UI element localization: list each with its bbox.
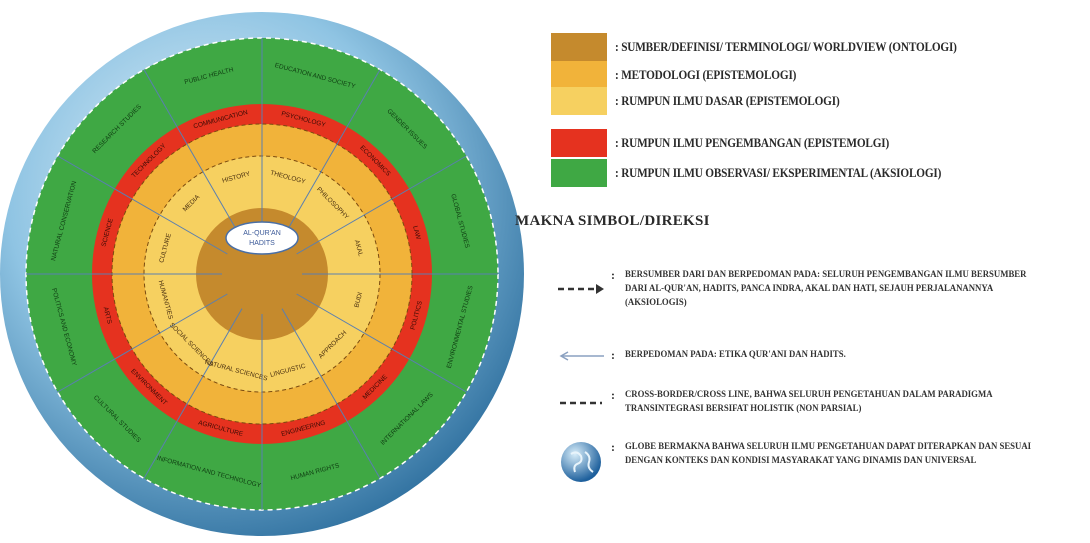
inner-ring-label: AKAL	[353, 239, 364, 257]
spoke-line	[281, 69, 381, 240]
red-ring-label: ARTS	[102, 306, 113, 325]
colon-mark: :	[611, 348, 615, 362]
dashed-line-icon	[551, 388, 611, 416]
core-label-ellipse	[225, 221, 299, 255]
legend-label-methodology: : METODOLOGI (EPISTEMOLOGI)	[615, 67, 797, 82]
diagram-svg: THEOLOGYPHILOSOPHYAKALBUDIAPPROACHLINGUI…	[0, 12, 524, 536]
legend-swatch-ontology	[551, 33, 607, 61]
legend-item-ontology: : SUMBER/DEFINISI/ TERMINOLOGI/ WORLDVIE…	[551, 32, 995, 62]
symbol-item-cross-border: : CROSS-BORDER/CROSS LINE, BAHWA SELURUH…	[551, 388, 1081, 416]
spoke-line	[143, 69, 243, 240]
colon-mark: :	[611, 388, 615, 402]
legend-label-basic-science: : RUMPUN ILMU DASAR (EPISTEMOLOGI)	[615, 93, 840, 108]
legend-swatch-basic-science	[551, 87, 607, 115]
dashed-arrow-icon	[551, 268, 611, 310]
spoke-line	[143, 308, 243, 479]
symbol-text-ethics: BERPEDOMAN PADA: ETIKA QUR'ANI DAN HADIT…	[625, 350, 846, 360]
globe-icon	[551, 440, 611, 484]
symbol-text-globe: GLOBE BERMAKNA BAHWA SELURUH ILMU PENGET…	[625, 442, 1032, 466]
colon-mark: :	[611, 440, 615, 454]
symbol-item-globe: : GLOBE BERMAKNA BAHWA SELURUH ILMU PENG…	[551, 440, 1081, 484]
legend-item-basic-science: : RUMPUN ILMU DASAR (EPISTEMOLOGI)	[551, 86, 864, 116]
symbol-text-cross-border: CROSS-BORDER/CROSS LINE, BAHWA SELURUH P…	[625, 390, 993, 414]
spoke-line	[57, 155, 228, 255]
legend-label-observation: : RUMPUN ILMU OBSERVASI/ EKSPERIMENTAL (…	[615, 165, 942, 180]
spoke-lines	[26, 38, 498, 510]
legend-swatch-methodology	[551, 61, 607, 89]
spoke-line	[296, 155, 467, 255]
legend-swatch-development	[551, 129, 607, 157]
spoke-line	[57, 293, 228, 393]
legend-label-development: : RUMPUN ILMU PENGEMBANGAN (EPISTEMOLGI)	[615, 135, 890, 150]
inner-ring-label: BUDI	[353, 291, 364, 308]
legend-item-development: : RUMPUN ILMU PENGEMBANGAN (EPISTEMOLGI)	[551, 128, 920, 158]
symbol-section-title: MAKNA SIMBOL/DIREKSI	[515, 213, 710, 229]
core-label-line2: HADITS	[249, 240, 275, 247]
legend-item-observation: : RUMPUN ILMU OBSERVASI/ EKSPERIMENTAL (…	[551, 158, 977, 188]
legend-item-methodology: : METODOLOGI (EPISTEMOLOGI)	[551, 60, 816, 90]
symbol-text-source: BERSUMBER DARI DAN BERPEDOMAN PADA: SELU…	[625, 270, 1027, 308]
legend-swatch-observation	[551, 159, 607, 187]
colon-mark: :	[611, 268, 615, 282]
spoke-line	[281, 308, 381, 479]
core-label-line1: AL-QUR'AN	[243, 230, 281, 237]
symbol-item-ethics: : BERPEDOMAN PADA: ETIKA QUR'ANI DAN HAD…	[551, 348, 1081, 363]
legend-label-ontology: : SUMBER/DEFINISI/ TERMINOLOGI/ WORLDVIE…	[615, 39, 957, 54]
knowledge-circle-diagram: THEOLOGY PHILOSOPHY AKAL BUDI APPROACH LINGUI…	[0, 0, 540, 538]
symbol-item-source: : BERSUMBER DARI DAN BERPEDOMAN PADA: SE…	[551, 268, 1081, 310]
legend-panel: : SUMBER/DEFINISI/ TERMINOLOGI/ WORLDVIE…	[515, 0, 1090, 538]
red-ring-label: LAW	[411, 225, 422, 241]
thin-left-arrow-icon	[551, 348, 611, 363]
spoke-line	[296, 293, 467, 393]
